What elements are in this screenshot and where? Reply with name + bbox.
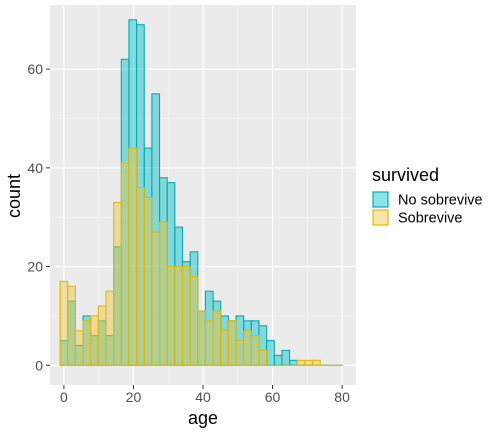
histogram-bar [82, 320, 92, 366]
histogram-bar [181, 266, 191, 366]
histogram-bar [289, 359, 298, 366]
histogram-bar [67, 285, 76, 366]
legend-label: No sobrevive [398, 193, 483, 209]
y-tick-label: 40 [27, 160, 43, 176]
histogram-bar [212, 310, 222, 366]
x-tick-label: 20 [126, 389, 142, 405]
histogram-bar [197, 310, 206, 366]
legend-key [372, 209, 389, 226]
histogram-bar [143, 196, 153, 366]
y-axis-title: count [4, 174, 24, 218]
grid-lines [50, 5, 356, 385]
histogram-bar [227, 320, 237, 366]
series-sobrevive [59, 147, 344, 366]
histogram-bar [204, 320, 214, 366]
histogram-bar [166, 266, 176, 366]
legend-label: Sobrevive [398, 211, 462, 227]
histogram-bar [97, 305, 107, 366]
histogram-bar [90, 315, 99, 366]
histogram-bar [273, 354, 283, 366]
histogram-bar [266, 340, 275, 366]
histogram-bar [151, 231, 161, 366]
histogram-bar [174, 266, 184, 366]
histogram-bar [250, 335, 260, 366]
histogram-bar [304, 359, 314, 366]
histogram-bar [296, 359, 306, 366]
x-tick-label: 80 [334, 389, 350, 405]
legend: survived No sobrevive Sobrevive [372, 165, 483, 227]
legend-key [372, 191, 389, 208]
x-tick-label: 0 [60, 389, 68, 405]
histogram-bar [59, 280, 69, 366]
histogram-bar [220, 330, 229, 366]
histogram-bar [189, 275, 199, 366]
histogram-bar [243, 330, 252, 366]
histogram-bar [128, 147, 138, 366]
histogram-bar [258, 349, 268, 366]
histogram-bar [105, 290, 115, 366]
histogram-bar [113, 201, 122, 366]
histogram-bar [235, 340, 245, 366]
histogram-bars [59, 19, 344, 366]
x-tick-label: 40 [195, 389, 211, 405]
y-tick-label: 0 [35, 357, 43, 373]
x-tick-label: 60 [265, 389, 281, 405]
y-tick-label: 60 [27, 61, 43, 77]
histogram-bar [136, 187, 145, 366]
histogram-bar [158, 221, 168, 366]
histogram-bar [120, 162, 130, 366]
y-tick-label: 20 [27, 259, 43, 275]
axis-ticks: 0 20 40 60 80 0 20 40 60 [27, 61, 350, 405]
x-axis-title: age [188, 408, 218, 428]
histogram-bar [74, 330, 84, 366]
histogram-bar [311, 359, 321, 366]
histogram-bar [281, 349, 291, 366]
legend-title: survived [372, 165, 439, 185]
